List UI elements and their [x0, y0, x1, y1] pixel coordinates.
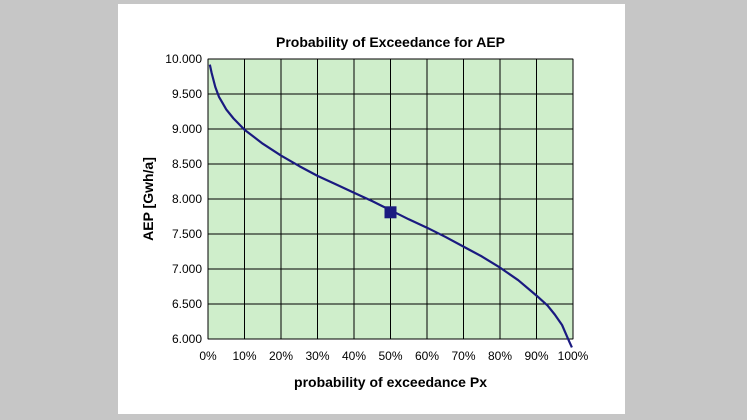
x-tick-labels: 0% 10% 20% 30% 40% 50% 60% 70% 80% 90% 100% [199, 349, 588, 363]
x-tick-label: 90% [524, 349, 548, 363]
chart-title: Probability of Exceedance for AEP [276, 34, 505, 50]
x-tick-label: 0% [199, 349, 217, 363]
series-group [208, 64, 573, 348]
p50-marker [384, 206, 397, 219]
x-tick-label: 80% [488, 349, 512, 363]
y-tick-label: 7.000 [172, 262, 202, 276]
x-tick-label: 40% [342, 349, 366, 363]
y-tick-label: 10.000 [165, 52, 202, 66]
y-tick-label: 7.500 [172, 227, 202, 241]
x-tick-label: 100% [558, 349, 589, 363]
y-tick-label: 6.500 [172, 297, 202, 311]
x-tick-label: 30% [305, 349, 329, 363]
x-tick-label: 10% [232, 349, 256, 363]
aep-exceedance-chart: 6.000 6.500 7.000 7.500 8.000 8.500 9.000 9.500… [140, 34, 589, 390]
chart-card: 6.000 6.500 7.000 7.500 8.000 8.500 9.000 9.500… [118, 4, 625, 414]
y-tick-label: 8.500 [172, 157, 202, 171]
y-tick-label: 9.000 [172, 122, 202, 136]
series-line [208, 64, 573, 348]
x-tick-label: 50% [378, 349, 402, 363]
x-tick-label: 70% [451, 349, 475, 363]
grid-lines [207, 58, 574, 340]
y-tick-label: 6.000 [172, 332, 202, 346]
x-tick-label: 60% [415, 349, 439, 363]
y-axis-label: AEP [Gwh/a] [140, 157, 156, 241]
y-tick-label: 8.000 [172, 192, 202, 206]
y-tick-label: 9.500 [172, 87, 202, 101]
x-tick-label: 20% [269, 349, 293, 363]
y-tick-labels: 6.000 6.500 7.000 7.500 8.000 8.500 9.000 9.500… [165, 52, 202, 346]
x-axis-label: probability of exceedance Px [294, 374, 487, 390]
